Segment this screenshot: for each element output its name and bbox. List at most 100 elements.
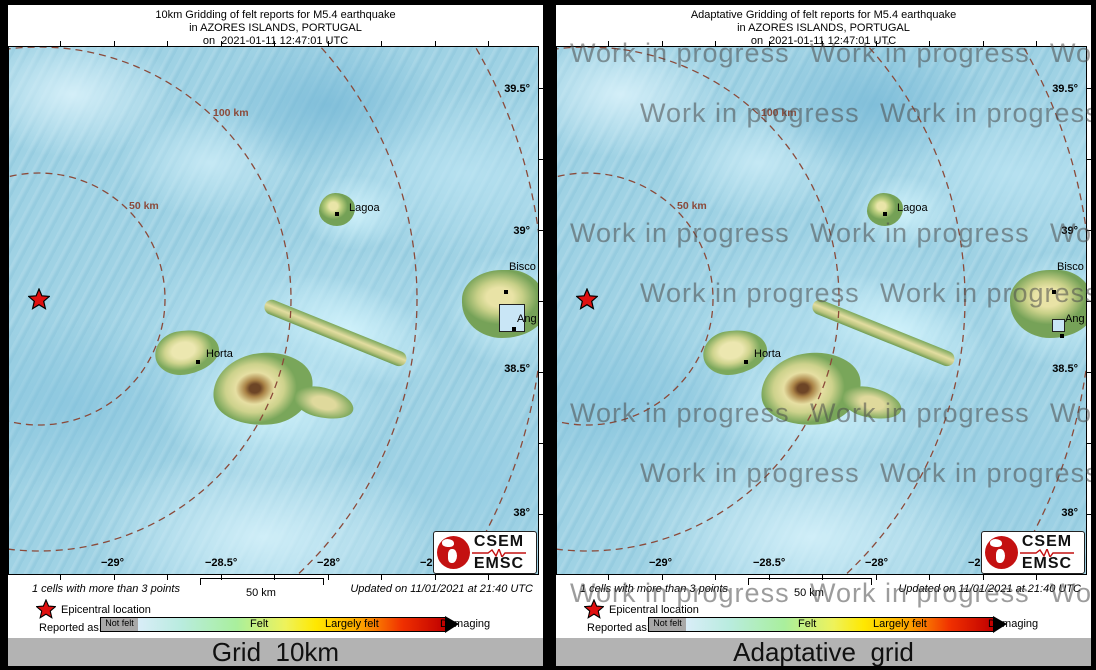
panel-caption: Grid 10km — [8, 637, 543, 666]
panel-caption: Adaptative grid — [556, 637, 1091, 666]
lon-label-28: −28° — [317, 557, 341, 569]
cells-note: 1 cells with more than 3 points — [32, 583, 180, 595]
bathymetry-map: 50 km 100 km Lagoa Horta Bisco Ang 39.5° — [8, 46, 539, 575]
legend-felt: Felt — [250, 618, 269, 630]
axis-tick — [381, 575, 382, 580]
logo-emsc: EMSC — [473, 554, 525, 572]
distance-rings — [557, 47, 1086, 574]
axis-tick — [60, 41, 61, 46]
axis-tick — [274, 41, 275, 46]
axis-tick — [929, 575, 930, 580]
epicentral-location-label: Epicentral location — [61, 604, 151, 616]
lat-label-39-5: 39.5° — [504, 83, 530, 95]
axis-tick — [381, 41, 382, 46]
lat-label-38-5: 38.5° — [504, 363, 530, 375]
legend-largely-felt: Largely felt — [873, 618, 927, 630]
axis-tick — [768, 41, 770, 46]
emsc-globe-icon — [437, 536, 470, 569]
legend-damaging: Damaging — [988, 618, 1039, 630]
city-dot-lagoa — [883, 212, 887, 216]
place-label-angra: Ang — [517, 313, 537, 325]
ring-label-100km: 100 km — [761, 107, 797, 119]
map-wrap: 50 km 100 km Lagoa Horta Bisco Ang 39.5° — [8, 41, 543, 580]
axis-tick — [488, 575, 489, 580]
legend-star-icon — [36, 599, 56, 619]
axis-tick — [1087, 230, 1091, 231]
place-label-biscoitos: Bisco — [1057, 261, 1084, 273]
lon-label-28: −28° — [865, 557, 889, 569]
ring-label-50km: 50 km — [129, 200, 159, 212]
place-label-horta: Horta — [754, 348, 781, 360]
cells-note: 1 cells with more than 3 points — [580, 583, 728, 595]
city-dot-angra — [512, 327, 516, 331]
axis-tick — [715, 575, 716, 580]
legend-largely-felt: Largely felt — [325, 618, 379, 630]
legend-not-felt: Not felt — [653, 618, 682, 628]
axis-tick — [167, 575, 168, 580]
legend-damaging: Damaging — [440, 618, 491, 630]
lon-label-28-5: −28.5° — [753, 557, 786, 569]
axis-tick — [539, 514, 543, 515]
axis-tick — [875, 575, 877, 580]
axis-tick — [768, 575, 770, 580]
island-sao-miguel — [319, 193, 355, 226]
axis-tick — [539, 230, 543, 231]
axis-tick — [220, 41, 222, 46]
place-label-horta: Horta — [206, 348, 233, 360]
ring-label-50km: 50 km — [677, 200, 707, 212]
scale-bar — [748, 578, 872, 585]
title-line1: Adaptative Gridding of felt reports for … — [690, 9, 957, 21]
city-dot-biscoitos — [1052, 290, 1056, 294]
title-line3: on 2021-01-11 12:47:01 UTC — [750, 35, 897, 47]
intensity-colorbar: Not felt Felt Largely felt Damaging — [648, 616, 1038, 633]
panel-grid-10km: 10km Gridding of felt reports for M5.4 e… — [8, 5, 543, 666]
axis-tick — [1087, 88, 1091, 89]
axis-tick — [715, 41, 716, 46]
city-dot-biscoitos — [504, 290, 508, 294]
axis-tick — [929, 41, 930, 46]
city-dot-angra — [1060, 334, 1064, 338]
axis-tick — [661, 575, 663, 580]
axis-tick — [539, 443, 543, 444]
axis-tick — [1087, 159, 1091, 160]
axis-tick — [1087, 443, 1091, 444]
lat-label-39-5: 39.5° — [1052, 83, 1078, 95]
lon-label-28-5: −28.5° — [205, 557, 238, 569]
lat-label-39: 39° — [1061, 225, 1078, 237]
reported-as-label: Reported as: — [587, 622, 650, 634]
axis-tick — [1036, 41, 1037, 46]
epicentral-location-label: Epicentral location — [609, 604, 699, 616]
updated-timestamp: Updated on 11/01/2021 at 21:40 UTC — [350, 583, 533, 595]
map-footer: 1 cells with more than 3 points 50 km Up… — [556, 573, 1091, 638]
axis-tick — [608, 41, 609, 46]
epicenter-star-icon — [28, 288, 50, 310]
axis-tick — [434, 575, 436, 580]
island-terceira — [1010, 270, 1086, 338]
logo-emsc: EMSC — [1021, 554, 1073, 572]
lat-label-38: 38° — [1061, 507, 1078, 519]
map-title: 10km Gridding of felt reports for M5.4 e… — [8, 5, 543, 50]
island-sao-miguel — [867, 193, 903, 226]
axis-tick — [113, 41, 115, 46]
place-label-angra: Ang — [1065, 313, 1085, 325]
axis-tick — [1087, 301, 1091, 302]
axis-tick — [220, 575, 222, 580]
colorbar-arrow-icon — [993, 616, 1007, 633]
axis-tick — [539, 301, 543, 302]
axis-tick — [1036, 575, 1037, 580]
csem-emsc-logo: CSEM EMSC — [433, 531, 537, 574]
lat-label-39: 39° — [513, 225, 530, 237]
scale-bar-label: 50 km — [246, 587, 276, 599]
axis-tick — [608, 575, 609, 580]
legend-not-felt: Not felt — [105, 618, 134, 628]
lon-label-29: −29° — [101, 557, 125, 569]
title-line2: in AZORES ISLANDS, PORTUGAL — [737, 22, 910, 34]
seismogram-icon — [1020, 548, 1074, 557]
colorbar-arrow-icon — [445, 616, 459, 633]
city-dot-horta — [196, 360, 200, 364]
axis-tick — [539, 88, 543, 89]
bathymetry-map: 50 km 100 km Lagoa Horta Bisco Ang 39.5° — [556, 46, 1087, 575]
intensity-colorbar: Not felt Felt Largely felt Damaging — [100, 616, 490, 633]
emsc-globe-icon — [985, 536, 1018, 569]
